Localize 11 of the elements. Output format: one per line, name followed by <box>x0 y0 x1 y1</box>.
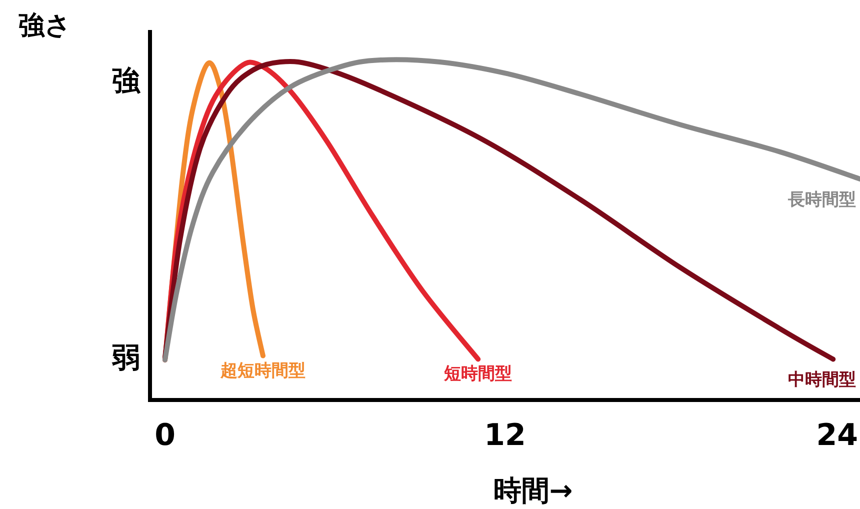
x-axis-title: 時間→ <box>493 474 573 507</box>
series-label: 超短時間型 <box>220 360 306 381</box>
text: 強 <box>112 64 141 97</box>
y-axis-title: 強さ <box>18 11 72 41</box>
series-label: 中時間型 <box>788 370 856 390</box>
x-tick-label: 12 <box>484 418 526 453</box>
x-tick-label: 0 <box>154 418 176 453</box>
text: 弱 <box>111 341 140 374</box>
series-label: 長時間型 <box>787 190 856 210</box>
series-label: 短時間型 <box>443 364 512 384</box>
x-tick-label: 24 <box>816 418 858 453</box>
